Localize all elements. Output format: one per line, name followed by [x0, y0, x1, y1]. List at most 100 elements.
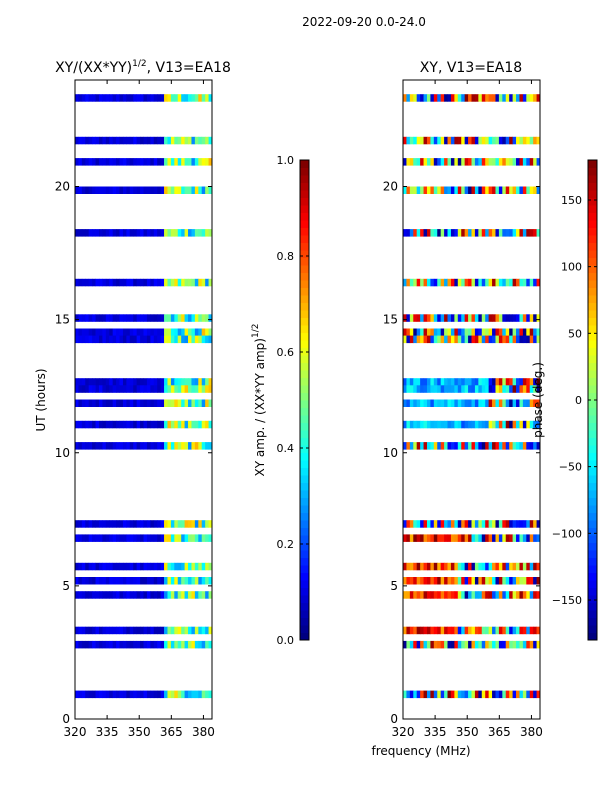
heatmap-cell — [413, 399, 418, 407]
heatmap-cell — [423, 577, 428, 585]
heatmap-cell — [437, 186, 442, 194]
heatmap-cell — [416, 562, 421, 571]
heatmap-cell — [509, 640, 513, 649]
colorbar-segment — [300, 430, 309, 438]
heatmap-cell — [146, 278, 151, 287]
heatmap-cell — [444, 186, 448, 194]
heatmap-cell — [95, 335, 100, 344]
heatmap-cell — [126, 399, 131, 407]
heatmap-cell — [498, 229, 503, 237]
heatmap-cell — [533, 335, 537, 344]
left-plot-frame — [74, 79, 213, 720]
heatmap-cell — [85, 562, 90, 571]
heatmap-cell — [403, 399, 407, 407]
heatmap-cell — [170, 314, 175, 322]
heatmap-cell — [174, 577, 179, 585]
heatmap-cell — [457, 335, 462, 344]
heatmap-cell — [440, 640, 445, 649]
colorbar-segment — [300, 535, 309, 543]
heatmap-cell — [457, 690, 462, 699]
heatmap-cell — [416, 158, 421, 166]
heatmap-cell — [109, 640, 114, 649]
heatmap-cell — [194, 577, 199, 585]
heatmap-cell — [502, 399, 507, 407]
heatmap-cell — [143, 442, 148, 450]
heatmap-cell — [105, 626, 110, 635]
heatmap-cell — [184, 520, 189, 528]
heatmap-cell — [116, 94, 120, 102]
heatmap-cell — [420, 278, 424, 287]
heatmap-cell — [478, 591, 483, 599]
heatmap-cell — [150, 626, 155, 635]
heatmap-cell — [198, 229, 203, 237]
heatmap-cell — [184, 626, 189, 635]
heatmap-cell — [457, 94, 462, 102]
heatmap-cell — [177, 186, 182, 194]
heatmap-cell — [403, 562, 407, 571]
heatmap-cell — [174, 562, 179, 571]
heatmap-cell — [430, 94, 435, 102]
colorbar-segment — [300, 362, 309, 371]
heatmap-cell — [150, 94, 155, 102]
heatmap-cell — [529, 378, 534, 386]
heatmap-cell — [461, 378, 466, 386]
heatmap-cell — [136, 328, 141, 336]
heatmap-cell — [420, 420, 424, 429]
heatmap-cell — [181, 186, 185, 194]
heatmap-cell — [198, 690, 203, 699]
heatmap-cell — [198, 399, 203, 407]
heatmap-cell — [167, 278, 172, 287]
heatmap-cell — [536, 591, 541, 599]
heatmap-cell — [474, 378, 479, 386]
heatmap-cell — [140, 314, 144, 322]
heatmap-cell — [184, 442, 189, 450]
heatmap-cell — [105, 591, 110, 599]
heatmap-cell — [95, 229, 100, 237]
heatmap-cell — [78, 640, 83, 649]
heatmap-cell — [495, 314, 500, 322]
heatmap-cell — [112, 94, 117, 102]
colorbar-segment — [588, 400, 597, 408]
heatmap-cell — [454, 328, 459, 336]
heatmap-cell — [191, 158, 196, 166]
heatmap-cell — [413, 577, 418, 585]
colorbar-tick-label: 0.2 — [277, 538, 295, 551]
heatmap-cell — [133, 520, 138, 528]
heatmap-cell — [75, 136, 79, 145]
heatmap-cell — [119, 136, 124, 145]
heatmap-cell — [92, 335, 96, 344]
heatmap-cell — [502, 94, 507, 102]
heatmap-cell — [122, 520, 127, 528]
heatmap-cell — [201, 335, 206, 344]
colorbar-segment — [300, 407, 309, 416]
heatmap-cell — [136, 399, 141, 407]
heatmap-cell — [403, 626, 407, 635]
heatmap-cell — [416, 314, 421, 322]
heatmap-cell — [122, 186, 127, 194]
heatmap-cell — [450, 328, 455, 336]
heatmap-cell — [150, 278, 155, 287]
heatmap-cell — [420, 626, 424, 635]
heatmap-cell — [88, 534, 93, 542]
heatmap-cell — [498, 640, 503, 649]
heatmap-cell — [143, 577, 148, 585]
heatmap-cell — [403, 690, 407, 699]
heatmap-cell — [502, 640, 507, 649]
heatmap-cell — [98, 186, 103, 194]
heatmap-cell — [129, 520, 134, 528]
heatmap-cell — [167, 328, 172, 336]
colorbar-segment — [300, 632, 309, 641]
heatmap-cell — [177, 690, 182, 699]
heatmap-cell — [102, 562, 107, 571]
heatmap-cell — [181, 591, 185, 599]
colorbar-segment — [588, 610, 597, 618]
heatmap-cell — [444, 591, 448, 599]
colorbar-segment — [300, 190, 309, 198]
x-tick-label: 365 — [488, 725, 511, 739]
heatmap-cell — [109, 335, 114, 344]
heatmap-cell — [485, 690, 490, 699]
heatmap-cell — [88, 378, 93, 386]
heatmap-cell — [191, 328, 196, 336]
heatmap-cell — [205, 577, 209, 585]
heatmap-cell — [105, 378, 110, 386]
